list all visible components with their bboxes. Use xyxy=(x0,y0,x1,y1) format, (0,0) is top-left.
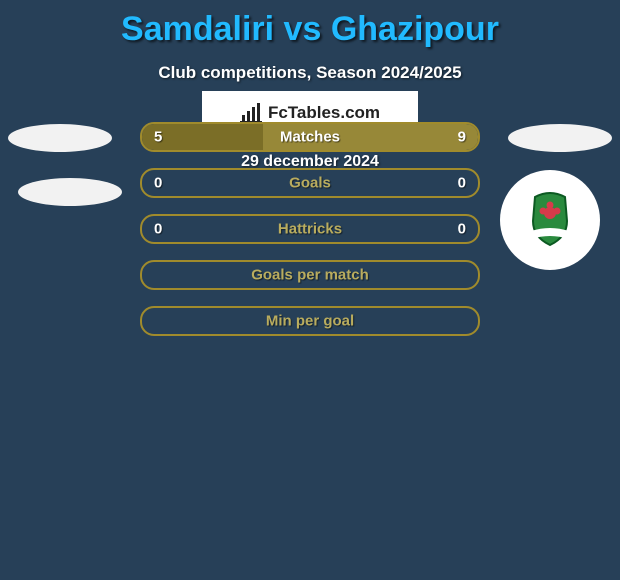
stat-label: Min per goal xyxy=(142,313,478,330)
player-left-club-avatar xyxy=(18,178,122,206)
stat-label: Hattricks xyxy=(142,221,478,238)
stat-row-matches: Matches5 9 xyxy=(140,122,480,152)
player-right-club-badge xyxy=(500,170,600,270)
stat-label: Matches xyxy=(142,129,478,146)
stat-row-mpg: Min per goal xyxy=(140,306,480,336)
stat-row-hattricks: Hattricks0 0 xyxy=(140,214,480,244)
stat-label: Goals xyxy=(142,175,478,192)
page-title: Samdaliri vs Ghazipour xyxy=(0,0,620,49)
stats-column: Matches59Goals00Hattricks00Goals per mat… xyxy=(140,122,480,352)
stat-row-goals: Goals0 0 xyxy=(140,168,480,198)
stat-label: Goals per match xyxy=(142,267,478,284)
subtitle: Club competitions, Season 2024/2025 xyxy=(0,63,620,83)
club-emblem-icon xyxy=(517,187,583,253)
stat-value-left: 0 xyxy=(154,221,162,238)
chart-icon xyxy=(240,103,262,123)
player-right-avatar xyxy=(508,124,612,152)
stat-row-gpm: Goals per match xyxy=(140,260,480,290)
stat-value-right: 0 xyxy=(458,175,466,192)
branding-text: FcTables.com xyxy=(268,103,380,123)
stat-value-left: 0 xyxy=(154,175,162,192)
stat-value-left: 5 xyxy=(154,129,162,146)
stat-value-right: 9 xyxy=(458,129,466,146)
player-left-avatar xyxy=(8,124,112,152)
stat-value-right: 0 xyxy=(458,221,466,238)
